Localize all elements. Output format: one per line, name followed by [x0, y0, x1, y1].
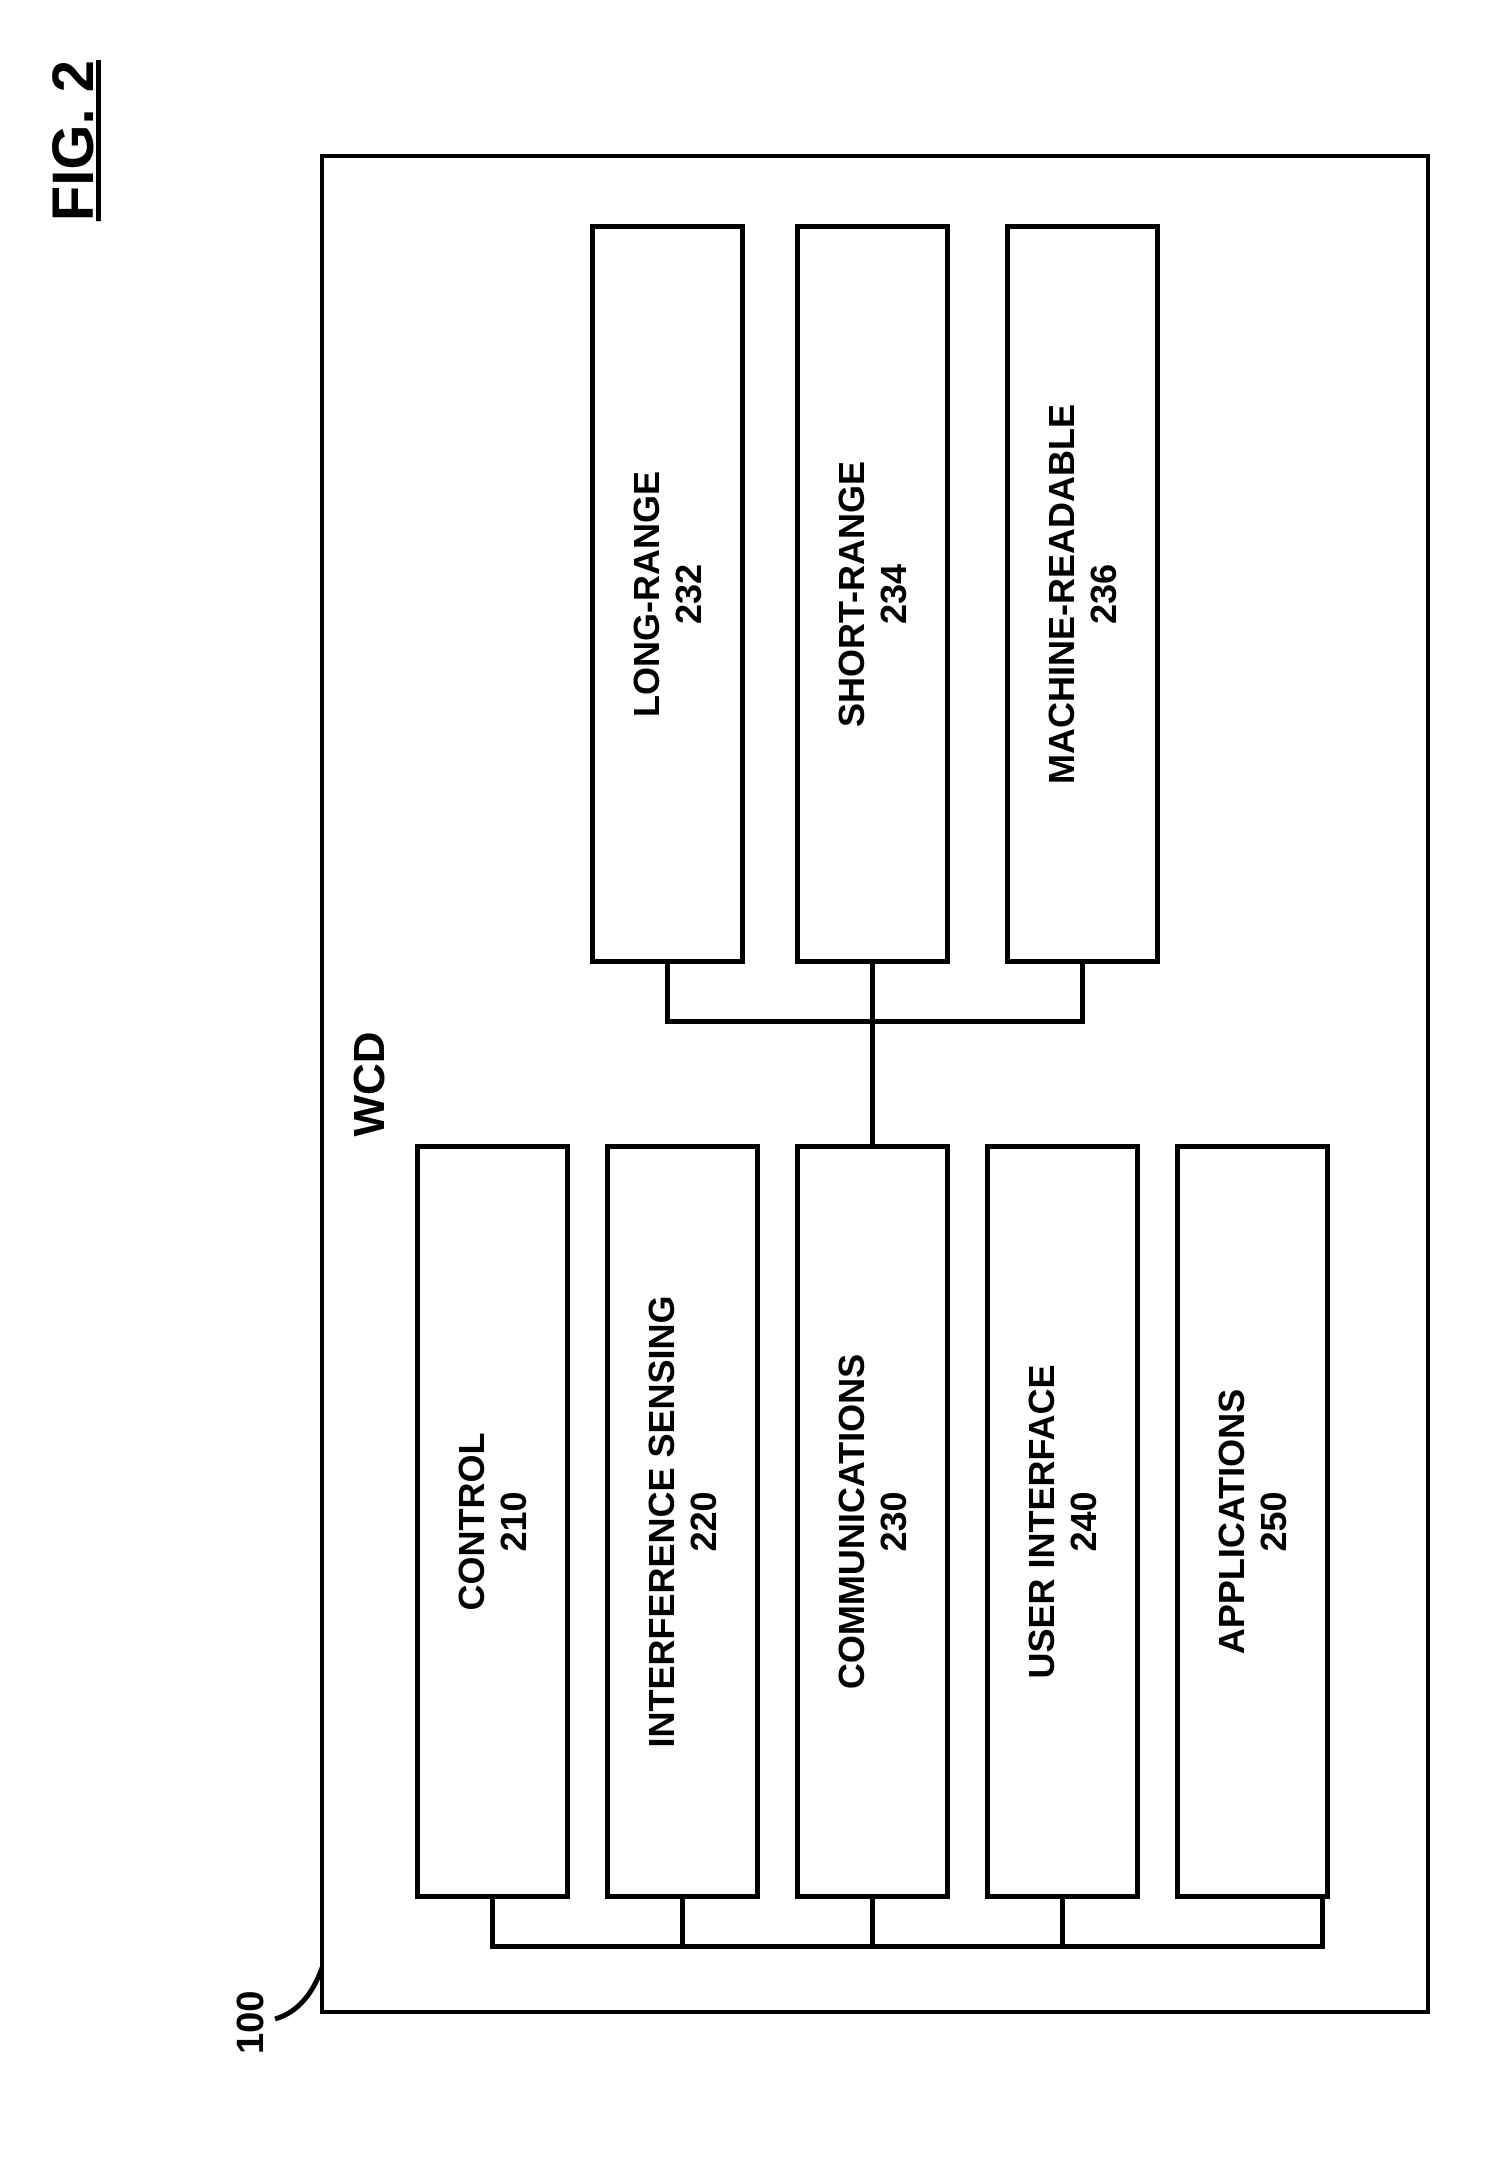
- wcd-label: WCD: [345, 154, 395, 2014]
- left-bus-vertical: [490, 1944, 1320, 1949]
- block-communications: COMMUNICATIONS 230: [795, 1144, 950, 1899]
- block-long-name: LONG-RANGE: [626, 471, 667, 717]
- block-short-num: 234: [873, 564, 914, 624]
- stub-ui: [1060, 1899, 1065, 1949]
- block-interf-name: INTERFERENCE SENSING: [641, 1295, 682, 1747]
- stub-control: [490, 1899, 495, 1949]
- block-machine-name: MACHINE-READABLE: [1041, 404, 1082, 784]
- stub-long: [665, 964, 670, 1024]
- stub-interf: [680, 1899, 685, 1949]
- block-comms-num: 230: [873, 1491, 914, 1551]
- block-interference-sensing: INTERFERENCE SENSING 220: [605, 1144, 760, 1899]
- stub-machine: [1080, 964, 1085, 1024]
- stub-short: [870, 964, 875, 1024]
- block-comms-name: COMMUNICATIONS: [831, 1354, 872, 1689]
- block-machine-readable: MACHINE-READABLE 236: [1005, 224, 1160, 964]
- block-ui-num: 240: [1063, 1491, 1104, 1551]
- block-long-range: LONG-RANGE 232: [590, 224, 745, 964]
- block-apps-num: 250: [1253, 1491, 1294, 1551]
- block-short-range: SHORT-RANGE 234: [795, 224, 950, 964]
- right-subbus-vertical: [665, 1019, 1085, 1024]
- block-applications: APPLICATIONS 250: [1175, 1144, 1330, 1899]
- comms-to-subbus-h: [870, 1019, 875, 1144]
- figure-ref-label: 100: [230, 1991, 273, 2054]
- stub-apps: [1320, 1899, 1325, 1949]
- block-control-num: 210: [493, 1491, 534, 1551]
- block-control: CONTROL 210: [415, 1144, 570, 1899]
- block-short-name: SHORT-RANGE: [831, 461, 872, 727]
- block-ui-name: USER INTERFACE: [1021, 1364, 1062, 1678]
- block-long-num: 232: [668, 564, 709, 624]
- figure-title: FIG. 2: [40, 60, 107, 221]
- block-control-name: CONTROL: [451, 1433, 492, 1611]
- block-apps-name: APPLICATIONS: [1211, 1389, 1252, 1654]
- block-interf-num: 220: [683, 1491, 724, 1551]
- block-user-interface: USER INTERFACE 240: [985, 1144, 1140, 1899]
- figure-canvas: FIG. 2 100 WCD CONTROL 210 INTERFERENCE …: [0, 0, 1493, 2184]
- stub-comms: [870, 1899, 875, 1949]
- block-machine-num: 236: [1083, 564, 1124, 624]
